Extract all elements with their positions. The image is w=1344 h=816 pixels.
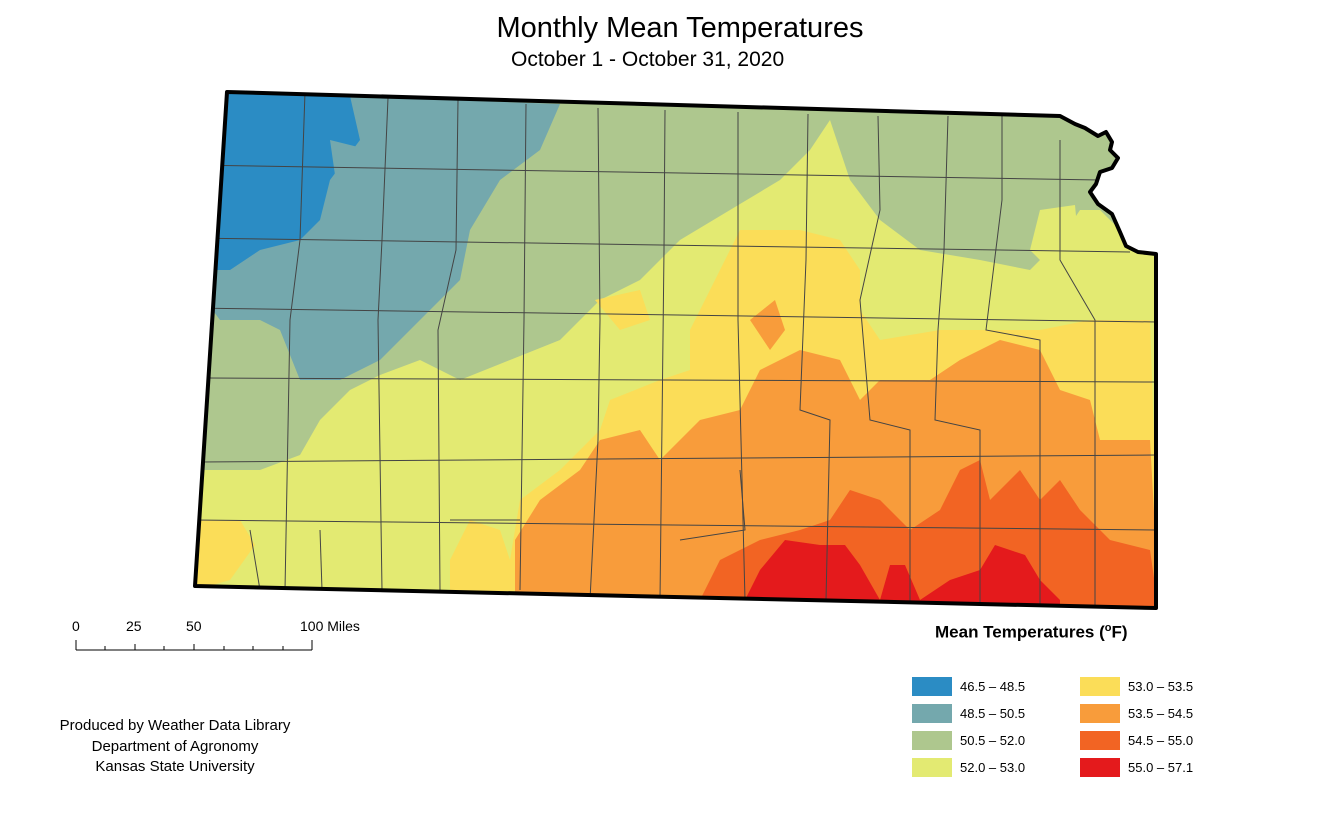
scale-tick-label: 50 xyxy=(186,618,202,634)
scale-tick-label: 100 Miles xyxy=(300,618,360,634)
legend-label: 52.0 – 53.0 xyxy=(960,760,1026,775)
legend-swatch xyxy=(912,731,952,750)
scale-bar: 0 25 50 100 Miles xyxy=(60,614,390,664)
legend-swatch xyxy=(912,704,952,723)
legend-swatch xyxy=(1080,758,1120,777)
legend-label: 46.5 – 48.5 xyxy=(960,679,1026,694)
map-title: Monthly Mean Temperatures xyxy=(496,12,864,44)
legend-swatch xyxy=(912,758,952,777)
legend-label: 48.5 – 50.5 xyxy=(960,706,1026,721)
legend-label: 53.5 – 54.5 xyxy=(1128,706,1194,721)
legend-swatch xyxy=(1080,677,1120,696)
temperature-zones xyxy=(195,92,1156,608)
zone-cool xyxy=(215,92,360,270)
map-subtitle: October 1 - October 31, 2020 xyxy=(511,48,785,71)
county-lines xyxy=(195,92,1156,605)
legend-swatch xyxy=(1080,731,1120,750)
legend-label: 54.5 – 55.0 xyxy=(1128,733,1194,748)
zone-cool xyxy=(330,140,370,180)
scale-tick-label: 0 xyxy=(72,618,80,634)
zone-52-53 xyxy=(1030,205,1080,270)
credit-line: Department of Agronomy xyxy=(91,737,259,755)
credit-line: Kansas State University xyxy=(95,758,255,775)
scale-tick-label: 25 xyxy=(126,618,142,634)
kansas-border xyxy=(193,90,1158,610)
legend-title: Mean Temperatures (oF) xyxy=(935,622,1128,642)
scale-bar-ruler xyxy=(75,640,313,651)
legend-label: 50.5 – 52.0 xyxy=(960,733,1026,748)
credit-block: Produced by Weather Data Library Departm… xyxy=(30,716,320,778)
credit-line: Produced by Weather Data Library xyxy=(59,717,291,734)
legend-label: 55.0 – 57.1 xyxy=(1128,760,1194,775)
legend-swatch xyxy=(912,677,952,696)
legend-label: 53.0 – 53.5 xyxy=(1128,679,1194,694)
legend-swatch xyxy=(1080,704,1120,723)
